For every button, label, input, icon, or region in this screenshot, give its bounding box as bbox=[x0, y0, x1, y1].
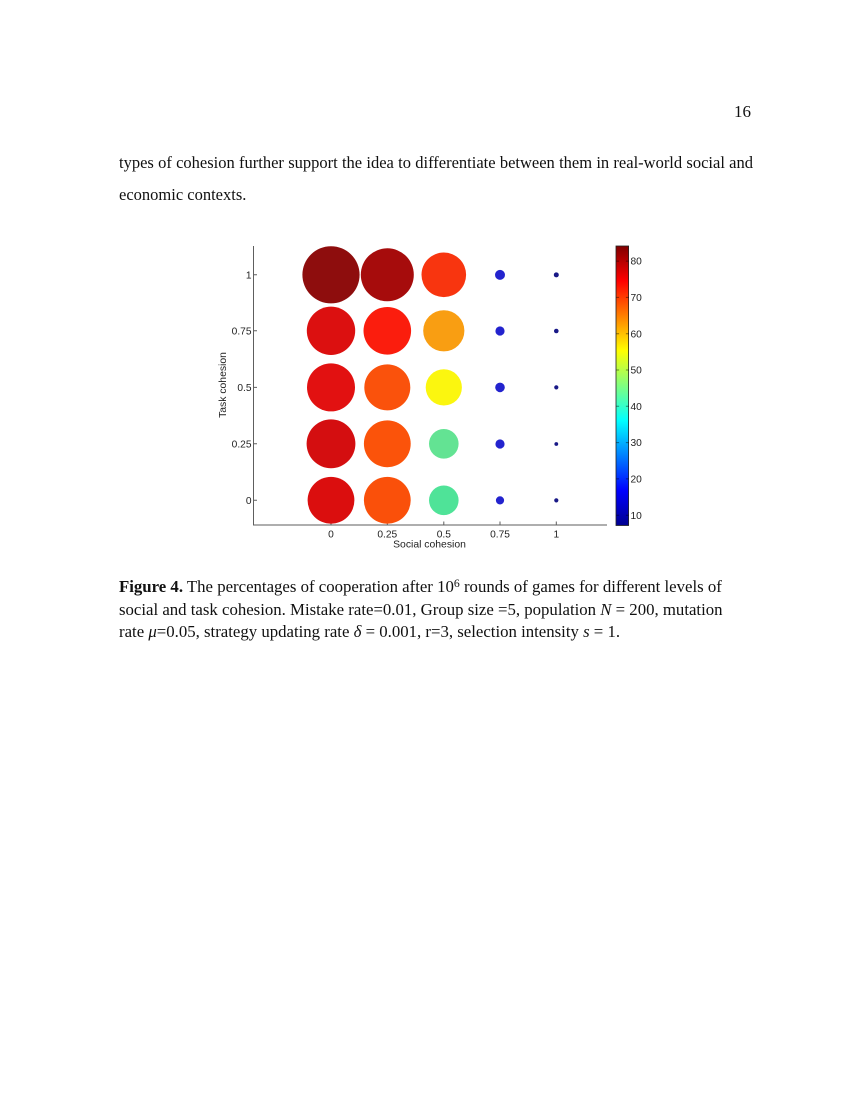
svg-text:0.5: 0.5 bbox=[437, 529, 451, 540]
svg-text:60: 60 bbox=[631, 329, 643, 340]
svg-text:0: 0 bbox=[246, 496, 252, 507]
svg-text:0.75: 0.75 bbox=[232, 326, 252, 337]
svg-text:0.75: 0.75 bbox=[490, 529, 510, 540]
svg-text:70: 70 bbox=[631, 293, 643, 304]
svg-text:40: 40 bbox=[631, 402, 643, 413]
svg-text:10: 10 bbox=[631, 511, 643, 522]
svg-text:0.25: 0.25 bbox=[377, 529, 397, 540]
svg-text:Social cohesion: Social cohesion bbox=[393, 539, 466, 550]
svg-text:20: 20 bbox=[631, 475, 643, 486]
svg-text:Task cohesion: Task cohesion bbox=[218, 352, 229, 418]
svg-text:0.5: 0.5 bbox=[237, 383, 251, 394]
svg-text:30: 30 bbox=[631, 438, 643, 449]
svg-text:80: 80 bbox=[631, 257, 643, 268]
svg-text:1: 1 bbox=[553, 529, 559, 540]
svg-text:1: 1 bbox=[246, 270, 252, 281]
svg-text:0: 0 bbox=[328, 529, 334, 540]
svg-text:50: 50 bbox=[631, 366, 643, 377]
svg-text:0.25: 0.25 bbox=[232, 439, 252, 450]
